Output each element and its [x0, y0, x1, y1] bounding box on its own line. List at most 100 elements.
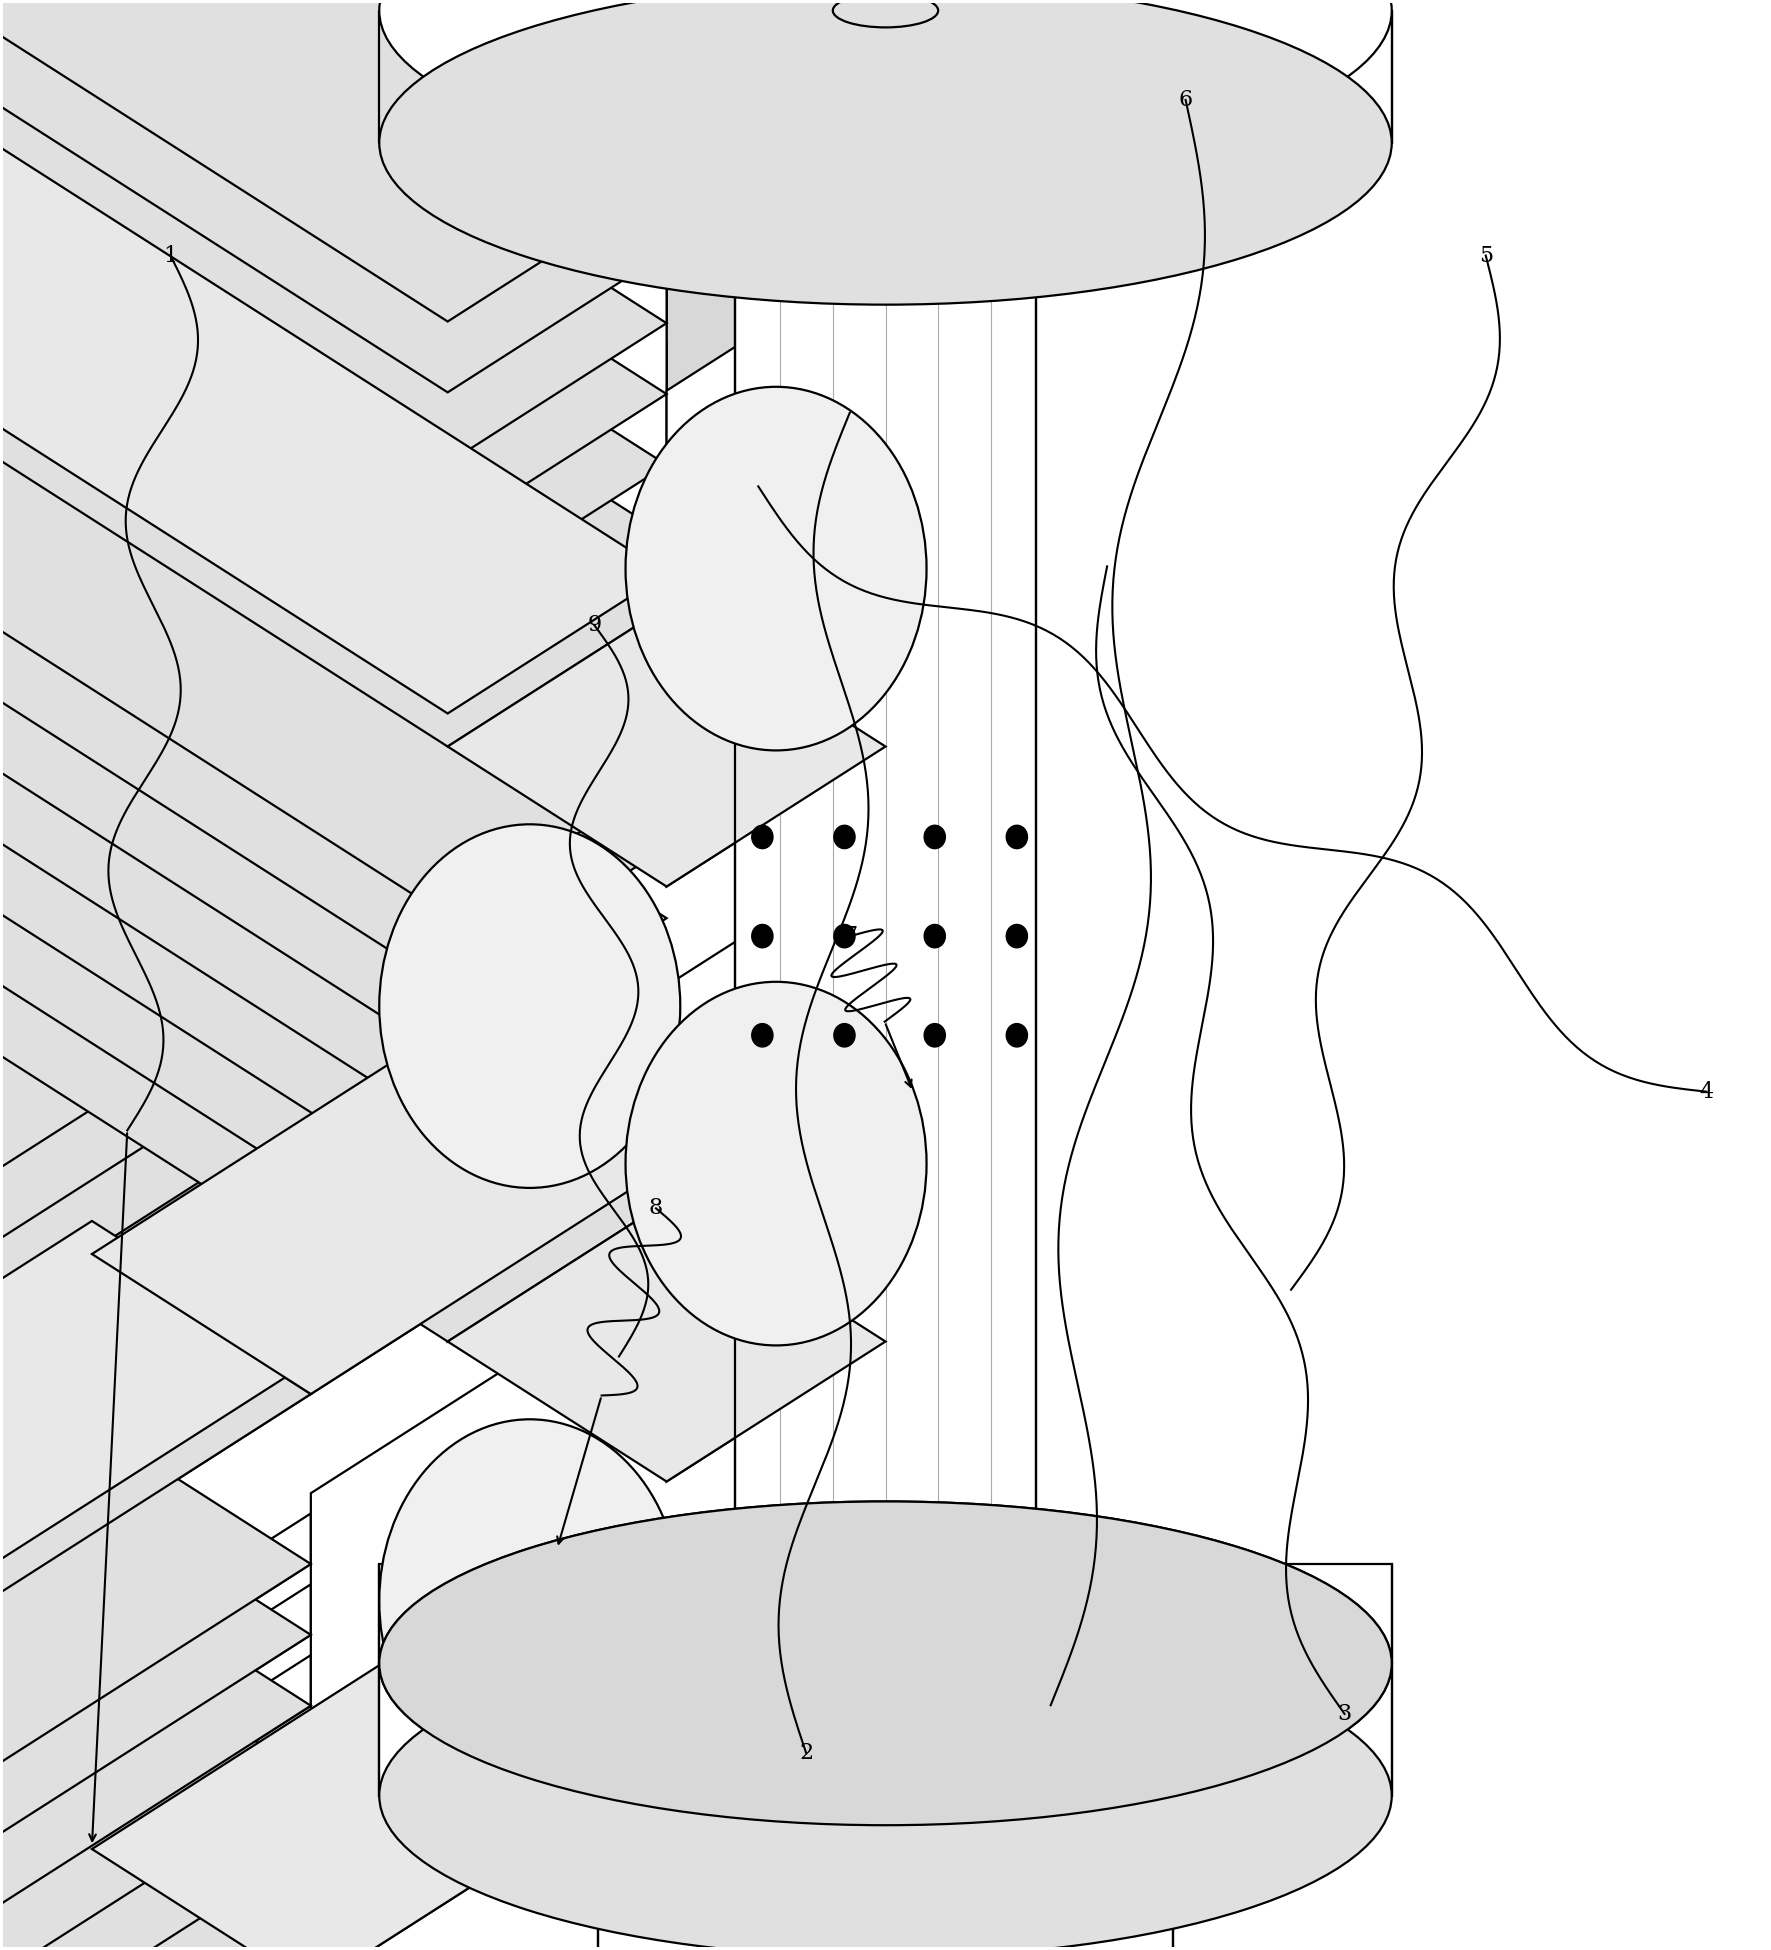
Circle shape: [1006, 825, 1027, 848]
Polygon shape: [666, 252, 886, 887]
Circle shape: [834, 924, 855, 948]
Polygon shape: [0, 918, 312, 1268]
Text: 5: 5: [1479, 244, 1493, 267]
Polygon shape: [0, 1041, 312, 1478]
Polygon shape: [530, 478, 749, 1113]
Polygon shape: [448, 725, 666, 916]
Text: 7: 7: [843, 924, 857, 948]
Polygon shape: [0, 119, 666, 714]
Polygon shape: [312, 1213, 749, 1950]
Polygon shape: [0, 932, 312, 1589]
Text: 1: 1: [163, 244, 177, 267]
Polygon shape: [0, 1656, 312, 1950]
Polygon shape: [0, 712, 666, 1342]
Polygon shape: [666, 846, 886, 1482]
Text: 3: 3: [1337, 1702, 1351, 1726]
Text: 4: 4: [1700, 1080, 1714, 1102]
Polygon shape: [448, 131, 666, 322]
Circle shape: [924, 924, 946, 948]
Ellipse shape: [599, 1671, 1172, 1854]
Polygon shape: [0, 642, 666, 1271]
Circle shape: [834, 1024, 855, 1047]
Polygon shape: [0, 1201, 312, 1550]
Polygon shape: [0, 117, 666, 747]
Ellipse shape: [379, 1502, 1392, 1825]
Circle shape: [751, 1024, 772, 1047]
Polygon shape: [0, 1868, 312, 1950]
Polygon shape: [448, 486, 666, 677]
Polygon shape: [530, 1072, 749, 1708]
Polygon shape: [0, 1513, 312, 1862]
Polygon shape: [0, 0, 666, 606]
Polygon shape: [0, 0, 666, 392]
Ellipse shape: [625, 386, 926, 751]
Polygon shape: [0, 1061, 312, 1408]
Polygon shape: [0, 899, 312, 1338]
Polygon shape: [0, 429, 666, 1059]
Polygon shape: [312, 618, 749, 1394]
Polygon shape: [0, 0, 666, 573]
Polygon shape: [448, 606, 886, 887]
Polygon shape: [448, 798, 666, 987]
Polygon shape: [448, 273, 666, 464]
Polygon shape: [0, 1636, 312, 1950]
Polygon shape: [0, 1254, 312, 1691]
Polygon shape: [0, 1849, 312, 1950]
Ellipse shape: [379, 0, 1392, 172]
Polygon shape: [0, 1708, 312, 1950]
Text: 6: 6: [1178, 90, 1192, 111]
Polygon shape: [379, 10, 1392, 142]
Polygon shape: [0, 0, 666, 604]
Polygon shape: [599, 1763, 1172, 1950]
Polygon shape: [92, 792, 312, 1361]
Polygon shape: [92, 1570, 749, 1950]
Polygon shape: [448, 868, 666, 1059]
Circle shape: [751, 825, 772, 848]
Circle shape: [924, 1024, 946, 1047]
Polygon shape: [92, 975, 749, 1394]
Polygon shape: [666, 111, 886, 747]
Polygon shape: [448, 938, 666, 1129]
Polygon shape: [0, 1566, 312, 1950]
Polygon shape: [448, 343, 666, 534]
Polygon shape: [0, 569, 666, 1199]
Polygon shape: [0, 1221, 312, 1589]
Polygon shape: [0, 1112, 312, 1550]
Polygon shape: [0, 45, 666, 677]
Polygon shape: [0, 1344, 312, 1691]
Ellipse shape: [379, 1634, 1392, 1950]
Polygon shape: [448, 1150, 666, 1342]
Text: 9: 9: [588, 614, 602, 636]
Ellipse shape: [735, 62, 1036, 158]
Polygon shape: [448, 1201, 886, 1482]
Polygon shape: [0, 287, 666, 916]
Circle shape: [924, 825, 946, 848]
Polygon shape: [0, 1184, 312, 1620]
Polygon shape: [0, 1938, 312, 1950]
Polygon shape: [0, 357, 666, 987]
Polygon shape: [0, 829, 312, 1268]
Polygon shape: [0, 1496, 312, 1932]
Polygon shape: [0, 1424, 312, 1862]
Ellipse shape: [625, 981, 926, 1346]
Ellipse shape: [379, 1502, 1392, 1825]
Polygon shape: [448, 413, 666, 604]
Ellipse shape: [379, 0, 1392, 304]
Polygon shape: [0, 0, 666, 322]
Polygon shape: [0, 971, 312, 1408]
Ellipse shape: [379, 1420, 680, 1782]
Polygon shape: [832, 0, 939, 10]
Polygon shape: [379, 1564, 1392, 1663]
Polygon shape: [0, 1583, 312, 1932]
Polygon shape: [0, 1778, 312, 1950]
Polygon shape: [0, 1726, 312, 1950]
Circle shape: [834, 825, 855, 848]
Polygon shape: [448, 201, 666, 392]
Polygon shape: [0, 1273, 312, 1620]
Circle shape: [751, 924, 772, 948]
Polygon shape: [0, 216, 666, 1201]
Ellipse shape: [379, 825, 680, 1188]
Ellipse shape: [832, 0, 939, 27]
Polygon shape: [0, 499, 666, 1129]
Polygon shape: [0, 989, 312, 1338]
